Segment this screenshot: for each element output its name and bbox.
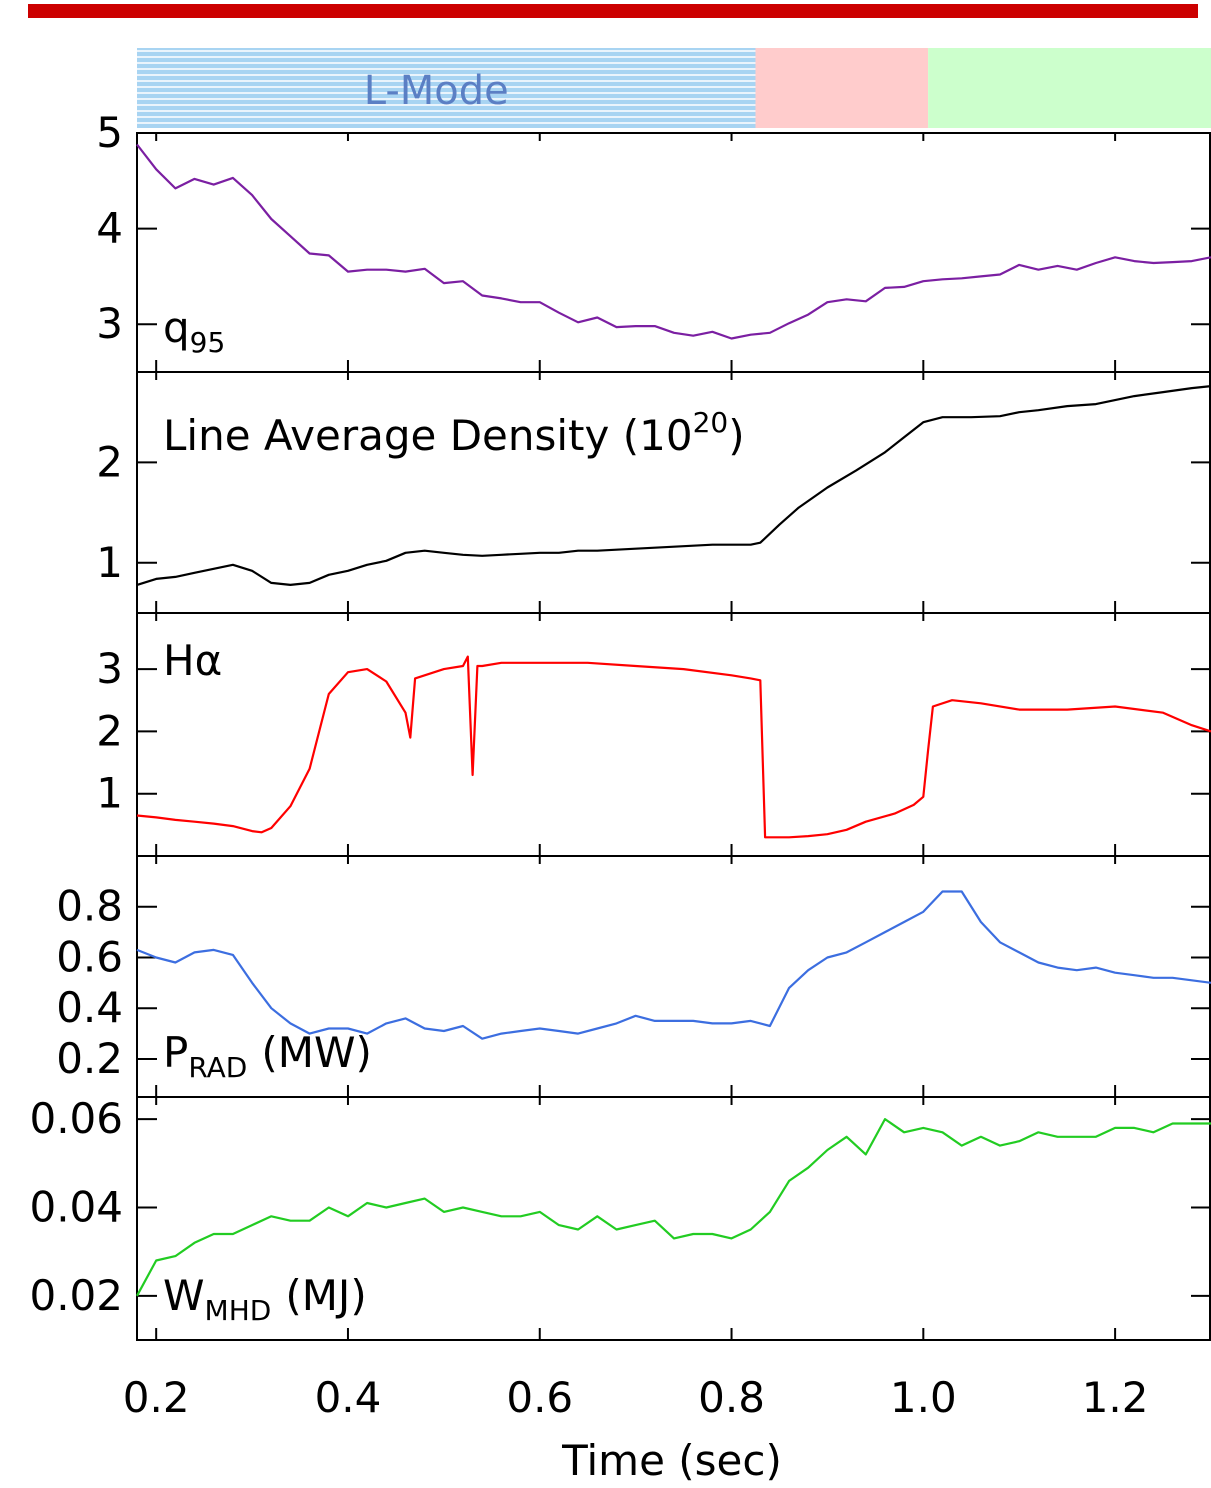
panel-frame (136, 612, 1211, 857)
panel-label-q95: q95 (163, 303, 225, 359)
y-tick-label: 0.2 (56, 1034, 123, 1083)
panel-label-halpha: Hα (163, 636, 222, 685)
y-tick-label: 5 (96, 108, 123, 157)
panel-frame (136, 1096, 1211, 1341)
mode-band-label: L-Mode (364, 68, 509, 114)
mode-band-1 (755, 48, 929, 128)
panel-density: 1 2 Line Average Density (1020) (96, 371, 1211, 614)
y-tick-label: 2 (96, 437, 123, 486)
series-line-density (136, 385, 1211, 587)
panel-q95: 3 4 5 q95 (96, 108, 1211, 373)
panel-prad: 0.20.40.60.8 PRAD (MW) (56, 855, 1211, 1098)
series-line-q95 (136, 143, 1211, 340)
y-tick-label: 0.8 (56, 882, 123, 931)
y-tick-label: 1 (96, 538, 123, 587)
y-tick-label: 0.6 (56, 932, 123, 981)
x-axis-ticks: 0.2 0.4 0.6 0.8 1.0 1.2 (123, 1373, 1149, 1422)
panel-halpha: 1 2 3 Hα (96, 612, 1211, 857)
mode-band-0 (137, 48, 756, 128)
x-tick-label: 0.2 (123, 1373, 190, 1422)
y-tick-label: 0.02 (29, 1271, 123, 1320)
x-tick-label: 0.4 (315, 1373, 382, 1422)
y-tick-label: 1 (96, 769, 123, 818)
x-tick-label: 1.2 (1082, 1373, 1149, 1422)
panel-label-prad: PRAD (MW) (163, 1028, 372, 1084)
y-tick-label: 3 (96, 299, 123, 348)
panel-label-density: Line Average Density (1020) (163, 406, 745, 460)
y-tick-label: 0.4 (56, 983, 123, 1032)
x-tick-label: 1.0 (890, 1373, 957, 1422)
y-tick-label: 2 (96, 706, 123, 755)
series-line-prad (136, 890, 1211, 1040)
x-tick-label: 0.8 (698, 1373, 765, 1422)
panel-wmhd: 0.02 0.04 0.06 WMHD (MJ) (29, 1094, 1211, 1341)
x-tick-label: 0.6 (506, 1373, 573, 1422)
y-tick-label: 4 (96, 204, 123, 253)
panel-label-wmhd: WMHD (MJ) (163, 1271, 367, 1327)
mode-band-2 (928, 48, 1211, 128)
y-tick-label: 0.04 (29, 1182, 123, 1231)
series-line-halpha (136, 655, 1211, 839)
x-axis-title: Time (sec) (561, 1436, 782, 1485)
y-tick-label: 0.06 (29, 1094, 123, 1143)
y-tick-label: 3 (96, 644, 123, 693)
series-line-wmhd (136, 1117, 1211, 1297)
mode-bands: L-Mode (137, 48, 1211, 128)
panel-frame (136, 132, 1211, 373)
plot-panels: 3 4 5 q95 1 2 Line Average Density (1020) 1 2 3 Hα… (29, 108, 1211, 1341)
top-red-bar (28, 4, 1198, 18)
